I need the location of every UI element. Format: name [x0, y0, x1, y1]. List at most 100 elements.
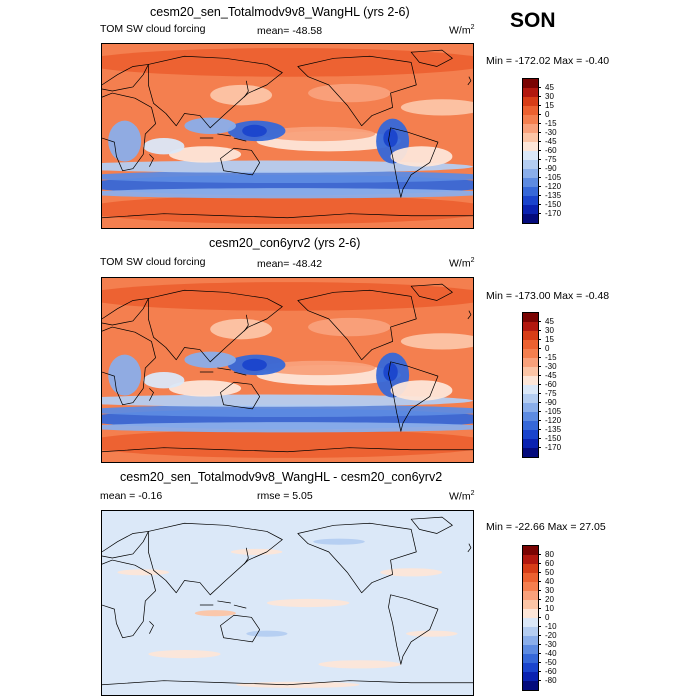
colorbar-tick-label: -60 — [545, 667, 557, 676]
colorbar-tick-label: -150 — [545, 434, 562, 443]
colorbar-tick-label: -170 — [545, 443, 562, 452]
panel-1-map — [101, 43, 474, 229]
colorbar-cell — [523, 367, 538, 376]
contour-region — [380, 568, 443, 577]
season-label: SON — [510, 9, 556, 32]
asia-coast — [148, 522, 283, 596]
colorbar-cell — [523, 106, 538, 115]
contour-region — [246, 630, 288, 637]
colorbar-tick-mark — [538, 357, 541, 358]
colorbar-tick-label: -15 — [545, 353, 557, 362]
colorbar-tick-label: 45 — [545, 83, 554, 92]
colorbar-tick-label: 15 — [545, 335, 554, 344]
colorbar-tick-mark — [538, 159, 541, 160]
colorbar-tick-label: -30 — [545, 640, 557, 649]
contour-region — [308, 83, 391, 103]
greenland-coast — [410, 283, 453, 301]
contour-region — [390, 380, 453, 401]
panel-2-title: cesm20_con6yrv2 (yrs 2-6) — [209, 236, 361, 250]
south-america-coast — [388, 594, 439, 665]
colorbar-tick-label: -75 — [545, 389, 557, 398]
colorbar-tick-mark — [538, 141, 541, 142]
contour-region — [102, 48, 473, 77]
colorbar-cell — [523, 349, 538, 358]
greenland-coast — [410, 516, 453, 534]
colorbar-tick-mark — [538, 581, 541, 582]
panel-1-title: cesm20_sen_Totalmodv9v8_WangHL (yrs 2-6) — [150, 5, 410, 19]
contour-region — [313, 538, 365, 545]
contour-region — [143, 372, 185, 389]
contour-region — [117, 569, 169, 576]
north-america-coast — [297, 289, 417, 361]
colorbar-tick-mark — [538, 132, 541, 133]
colorbar-cell — [523, 133, 538, 142]
panel-2-minmax: Min = -173.00 Max = -0.48 — [486, 290, 610, 302]
colorbar-cell — [523, 124, 538, 133]
colorbar-tick-label: 0 — [545, 110, 550, 119]
colorbar-tick-label: -105 — [545, 173, 562, 182]
colorbar-cell — [523, 313, 538, 322]
colorbar-cell — [523, 645, 538, 654]
colorbar-cell — [523, 214, 538, 223]
colorbar-tick-mark — [538, 420, 541, 421]
panel-3-title: cesm20_sen_Totalmodv9v8_WangHL - cesm20_… — [120, 470, 443, 484]
colorbar-tick-mark — [538, 653, 541, 654]
panel-3-minmax: Min = -22.66 Max = 27.05 — [486, 521, 606, 533]
contour-region — [102, 282, 473, 311]
colorbar-tick-mark — [538, 330, 541, 331]
colorbar-tick-mark — [538, 123, 541, 124]
colorbar-tick-mark — [538, 204, 541, 205]
colorbar-tick-label: 60 — [545, 559, 554, 568]
colorbar-tick-label: -40 — [545, 649, 557, 658]
contour-region — [102, 394, 473, 407]
colorbar-tick-mark — [538, 105, 541, 106]
colorbar-cell — [523, 600, 538, 609]
colorbar-tick-mark — [538, 644, 541, 645]
panel-2-units: W/m2 — [449, 257, 475, 270]
colorbar-tick-mark — [538, 402, 541, 403]
contour-region — [168, 380, 242, 397]
colorbar-cell — [523, 79, 538, 88]
madagascar-coast — [149, 388, 154, 401]
colorbar-tick-mark — [538, 321, 541, 322]
contour-region — [242, 358, 267, 372]
contour-region — [235, 681, 360, 688]
colorbar-cell — [523, 564, 538, 573]
australia-coast — [220, 147, 261, 176]
uk-coast — [467, 543, 472, 553]
panel-1-left-label: TOM SW cloud forcing — [100, 23, 206, 35]
colorbar-tick-label: -135 — [545, 425, 562, 434]
panel-1-center-label: mean= -48.58 — [257, 25, 323, 37]
colorbar-tick-mark — [538, 393, 541, 394]
colorbar-cell — [523, 555, 538, 564]
south-america-coast — [388, 127, 439, 198]
japan-coast — [243, 314, 249, 332]
colorbar-cell — [523, 142, 538, 151]
colorbar-cell — [523, 609, 538, 618]
colorbar-tick-label: -120 — [545, 182, 562, 191]
colorbar-tick-mark — [538, 96, 541, 97]
contour-region — [390, 146, 453, 167]
colorbar-cell — [523, 358, 538, 367]
colorbar-tick-mark — [538, 411, 541, 412]
japan-coast — [243, 80, 249, 98]
colorbar-tick-mark — [538, 554, 541, 555]
contour-region — [406, 630, 458, 637]
colorbar-tick-mark — [538, 608, 541, 609]
panel-2-map — [101, 277, 474, 463]
japan-coast — [243, 547, 249, 565]
colorbar-cell — [523, 618, 538, 627]
colorbar-cell — [523, 636, 538, 645]
colorbar-tick-label: -170 — [545, 209, 562, 218]
africa-coast — [102, 326, 156, 406]
contour-region — [400, 99, 473, 116]
colorbar-tick-mark — [538, 680, 541, 681]
colorbar-cell — [523, 115, 538, 124]
colorbar-cell — [523, 448, 538, 457]
colorbar-tick-label: -90 — [545, 164, 557, 173]
contour-region — [102, 160, 473, 173]
colorbar-tick-label: 0 — [545, 613, 550, 622]
colorbar-cell — [523, 322, 538, 331]
australia-coast — [220, 381, 261, 410]
colorbar-tick-label: 30 — [545, 586, 554, 595]
